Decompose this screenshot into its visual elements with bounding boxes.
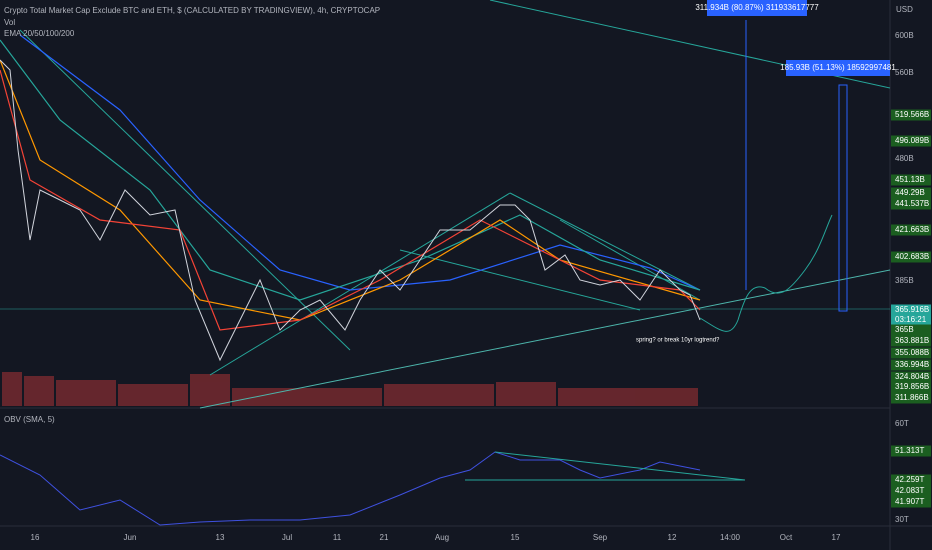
price-label: 496.089B (895, 136, 929, 145)
time-label: 11 (333, 533, 342, 542)
obv-label: 42.259T (895, 475, 924, 484)
price-label: 311.866B (895, 393, 929, 402)
obv-line (0, 451, 701, 526)
obv-label-box (891, 474, 931, 486)
time-label: 14:00 (720, 533, 741, 542)
time-label: 16 (31, 533, 40, 542)
price-label: 519.566B (895, 110, 929, 119)
projection-path (699, 214, 833, 332)
target-label: 185.93B (51.13%) 18592997481 (780, 63, 896, 72)
price-label-box (891, 324, 931, 336)
obv-label-box (891, 445, 931, 457)
time-label: Aug (435, 533, 449, 542)
price-label-box (891, 109, 931, 121)
price-label: 480B (895, 154, 914, 163)
price-label: 319.856B (895, 382, 929, 391)
time-axis: 16 Jun 13 Jul 11 21 Aug 15 Sep 12 14:00 Oct 17 (31, 533, 841, 542)
chart-title: Crypto Total Market Cap Exclude BTC and … (4, 6, 380, 15)
price-label-box (891, 187, 931, 199)
price-label: 365.916B (895, 305, 929, 314)
price-label: 560B (895, 68, 914, 77)
time-label: Oct (780, 533, 793, 542)
time-label: Sep (593, 533, 608, 542)
price-label: 451.13B (895, 175, 925, 184)
ema-lines (0, 34, 701, 331)
price-label-box (891, 198, 931, 210)
price-label-box (891, 347, 931, 359)
price-label-box (891, 359, 931, 371)
price-path (0, 59, 701, 362)
obv-label-box (891, 485, 931, 497)
time-label: Jul (282, 533, 292, 542)
price-label: 336.994B (895, 360, 929, 369)
obv-axis: 60T 51.313T 42.259T 42.083T 41.907T 30T (891, 419, 931, 524)
time-label: 17 (832, 533, 841, 542)
price-label-box (891, 251, 931, 263)
price-label-box (891, 381, 931, 393)
obv-label: 42.083T (895, 486, 924, 495)
obv-label: 41.907T (895, 497, 924, 506)
price-label: 421.663B (895, 225, 929, 234)
price-label: 324.804B (895, 372, 929, 381)
obv-title: OBV (SMA, 5) (4, 415, 55, 424)
time-label: Jun (124, 533, 137, 542)
price-label: 385B (895, 276, 914, 285)
obv-label: 30T (895, 515, 909, 524)
obv-label: 51.313T (895, 446, 924, 455)
price-label: 441.537B (895, 199, 929, 208)
obv-label: 60T (895, 419, 909, 428)
volume-label: Vol (4, 18, 15, 27)
obv-label-box (891, 496, 931, 508)
note: spring? or break 10yr logtrend? (636, 338, 720, 344)
target-box (786, 60, 890, 76)
time-label: 12 (668, 533, 677, 542)
price-label: 449.29B (895, 188, 925, 197)
time-label: 21 (380, 533, 389, 542)
target-box (707, 0, 807, 16)
price-axis: 600B 560B 519.566B 496.089B 480B 451.13B 449.2… (891, 31, 931, 404)
price-label-box (891, 304, 931, 316)
price-label: 402.683B (895, 252, 929, 261)
price-label-box (891, 135, 931, 147)
price-label-box (891, 335, 931, 347)
price-label: 03:16:21 (895, 315, 927, 324)
price-label: 365B (895, 325, 914, 334)
price-label: 363.881B (895, 336, 929, 345)
volume-bars (2, 372, 698, 406)
price-label: 600B (895, 31, 914, 40)
price-label-box (891, 314, 931, 326)
ema-label: EMA 20/50/100/200 (4, 29, 75, 38)
obv-trend-lines (465, 451, 746, 481)
target-label: 311.934B (80.87%) 311933617777 (695, 3, 819, 12)
price-label-box (891, 174, 931, 186)
price-label: 355.088B (895, 348, 929, 357)
price-label-box (891, 371, 931, 383)
price-label-box (891, 392, 931, 404)
price-label-box (891, 224, 931, 236)
axis-unit: USD (896, 5, 913, 14)
time-label: 15 (511, 533, 520, 542)
time-label: 13 (216, 533, 225, 542)
